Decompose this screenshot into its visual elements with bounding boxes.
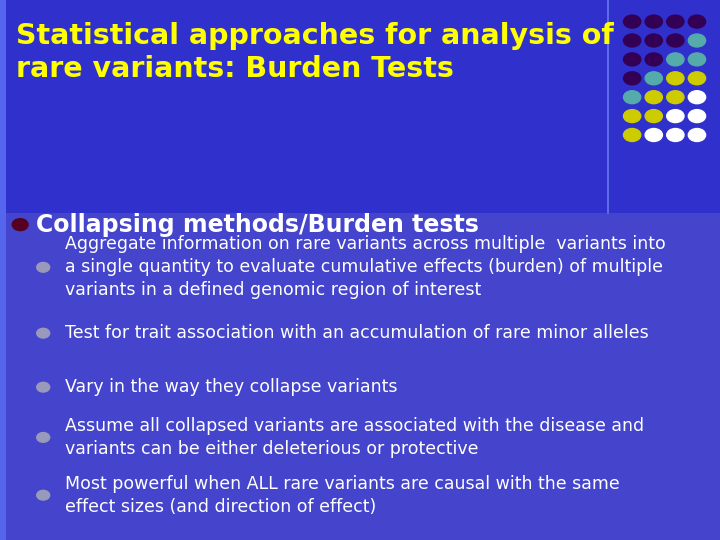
Circle shape xyxy=(37,328,50,338)
Circle shape xyxy=(624,72,641,85)
Circle shape xyxy=(624,15,641,28)
Text: Aggregate information on rare variants across multiple  variants into
a single q: Aggregate information on rare variants a… xyxy=(65,235,665,299)
Text: Statistical approaches for analysis of
rare variants: Burden Tests: Statistical approaches for analysis of r… xyxy=(16,22,613,83)
Circle shape xyxy=(667,34,684,47)
Circle shape xyxy=(12,219,28,231)
Circle shape xyxy=(645,34,662,47)
Circle shape xyxy=(667,15,684,28)
Circle shape xyxy=(688,72,706,85)
Circle shape xyxy=(624,110,641,123)
Circle shape xyxy=(688,91,706,104)
Circle shape xyxy=(688,53,706,66)
Circle shape xyxy=(624,91,641,104)
Circle shape xyxy=(688,129,706,141)
Circle shape xyxy=(688,110,706,123)
Text: Most powerful when ALL rare variants are causal with the same
effect sizes (and : Most powerful when ALL rare variants are… xyxy=(65,475,619,516)
Circle shape xyxy=(624,34,641,47)
Circle shape xyxy=(37,490,50,500)
Circle shape xyxy=(688,15,706,28)
Text: Assume all collapsed variants are associated with the disease and
variants can b: Assume all collapsed variants are associ… xyxy=(65,417,644,458)
Circle shape xyxy=(624,129,641,141)
Circle shape xyxy=(667,129,684,141)
Circle shape xyxy=(37,433,50,442)
Text: Vary in the way they collapse variants: Vary in the way they collapse variants xyxy=(65,378,397,396)
Circle shape xyxy=(37,262,50,272)
Text: Test for trait association with an accumulation of rare minor alleles: Test for trait association with an accum… xyxy=(65,324,649,342)
Circle shape xyxy=(645,53,662,66)
Text: Collapsing methods/Burden tests: Collapsing methods/Burden tests xyxy=(36,213,479,237)
Circle shape xyxy=(645,72,662,85)
Bar xyxy=(0,213,720,540)
Circle shape xyxy=(667,72,684,85)
Circle shape xyxy=(624,53,641,66)
Circle shape xyxy=(645,91,662,104)
Circle shape xyxy=(667,53,684,66)
Circle shape xyxy=(37,382,50,392)
Circle shape xyxy=(645,129,662,141)
Bar xyxy=(0,0,6,540)
Circle shape xyxy=(688,34,706,47)
Circle shape xyxy=(645,15,662,28)
Circle shape xyxy=(645,110,662,123)
Circle shape xyxy=(667,91,684,104)
Circle shape xyxy=(667,110,684,123)
